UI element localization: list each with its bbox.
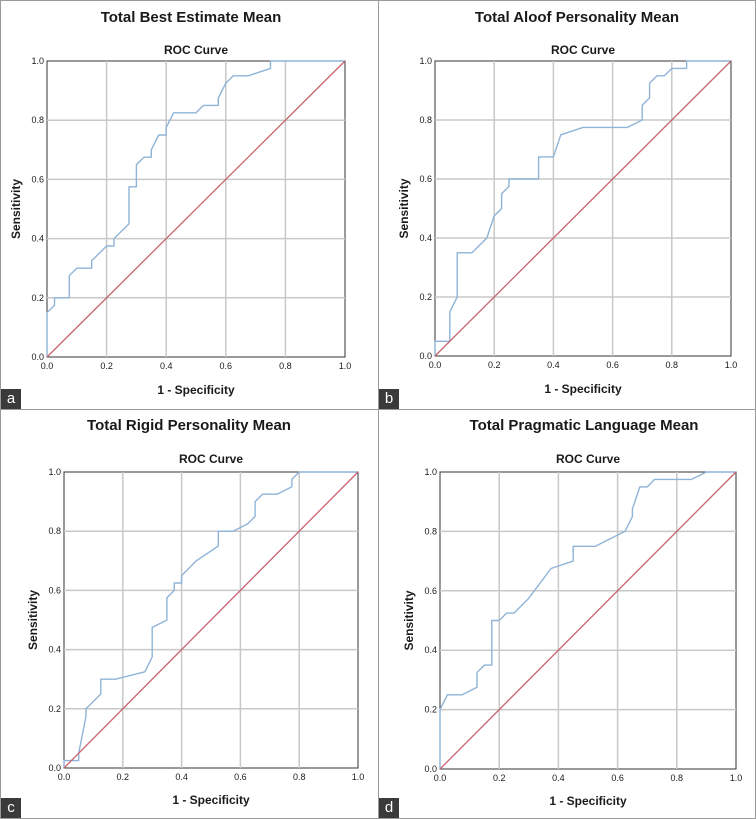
panel-a: Total Best Estimate Mean ROC Curve 0.0 0.2 0… [1, 1, 377, 409]
y-tick-label: 1.0 [31, 56, 44, 66]
panel-b: Total Aloof Personality Mean ROC Curve 0.0… [379, 1, 755, 409]
x-tick-label: 1.0 [730, 773, 743, 783]
x-tick-label: 0.8 [279, 361, 292, 371]
x-tick-label: 0.0 [429, 360, 442, 370]
reference-diagonal-line [46, 60, 346, 358]
x-tick-label: 0.8 [666, 360, 679, 370]
roc-chart-b: Total Aloof Personality Mean ROC Curve 0.0… [397, 9, 738, 396]
x-tick-label: 0.6 [234, 772, 247, 782]
y-axis-label: Sensitivity [402, 590, 416, 650]
y-tick-label: 0.6 [419, 174, 432, 184]
x-tick-label: 0.8 [293, 772, 306, 782]
x-tick-label: 0.8 [671, 773, 684, 783]
y-tick-label: 0.6 [424, 586, 437, 596]
x-tick-label: 0.4 [547, 360, 560, 370]
x-axis-label: 1 - Specificity [544, 382, 622, 396]
y-tick-label: 0.4 [48, 645, 61, 655]
panel-label-a: a [1, 389, 21, 409]
roc-chart-d: Total Pragmatic Language Mean ROC Curve 0.… [402, 417, 743, 808]
y-tick-label: 0.0 [419, 351, 432, 361]
y-tick-label: 0.6 [31, 174, 44, 184]
chart-title: Total Best Estimate Mean [101, 9, 282, 26]
panel-label-d: d [379, 798, 399, 818]
reference-diagonal-line [434, 60, 732, 357]
y-axis-label: Sensitivity [397, 178, 411, 238]
x-axis-label: 1 - Specificity [172, 793, 250, 807]
x-tick-label: 0.6 [220, 361, 233, 371]
y-tick-label: 0.8 [424, 526, 437, 536]
roc-chart-c: Total Rigid Personality Mean ROC Curve 0.0… [26, 417, 365, 807]
y-tick-label: 0.6 [48, 585, 61, 595]
x-tick-label: 0.4 [552, 773, 565, 783]
y-tick-label: 0.8 [48, 526, 61, 536]
panel-c: Total Rigid Personality Mean ROC Curve 0.0… [1, 410, 377, 818]
x-tick-label: 0.2 [488, 360, 501, 370]
y-tick-label: 0.2 [48, 704, 61, 714]
reference-diagonal-line [439, 471, 737, 770]
x-tick-label: 0.6 [606, 360, 619, 370]
x-tick-label: 0.0 [434, 773, 447, 783]
y-tick-label: 0.0 [31, 352, 44, 362]
chart-subtitle: ROC Curve [179, 452, 243, 466]
y-tick-label: 0.0 [424, 764, 437, 774]
chart-subtitle: ROC Curve [551, 43, 615, 57]
y-tick-label: 1.0 [48, 467, 61, 477]
chart-title: Total Rigid Personality Mean [87, 417, 291, 434]
reference-diagonal-line [63, 471, 359, 769]
x-axis-label: 1 - Specificity [549, 794, 627, 808]
roc-curve-line [63, 471, 358, 768]
y-tick-label: 0.0 [48, 763, 61, 773]
roc-curve-line [434, 60, 731, 356]
chart-title: Total Aloof Personality Mean [475, 9, 679, 26]
chart-title: Total Pragmatic Language Mean [470, 417, 699, 434]
panel-divider-horizontal [1, 409, 755, 410]
panel-label-b: b [379, 389, 399, 409]
panel-d: Total Pragmatic Language Mean ROC Curve 0.… [379, 410, 755, 818]
x-tick-label: 0.2 [493, 773, 506, 783]
x-tick-label: 0.0 [41, 361, 54, 371]
x-tick-label: 0.2 [117, 772, 130, 782]
x-tick-label: 0.4 [175, 772, 188, 782]
chart-subtitle: ROC Curve [556, 452, 620, 466]
y-tick-label: 1.0 [424, 467, 437, 477]
y-tick-label: 0.2 [424, 705, 437, 715]
y-tick-label: 0.2 [419, 292, 432, 302]
x-tick-label: 1.0 [352, 772, 365, 782]
y-tick-label: 0.4 [419, 233, 432, 243]
x-tick-label: 0.2 [100, 361, 113, 371]
y-tick-label: 1.0 [419, 56, 432, 66]
x-tick-label: 1.0 [339, 361, 352, 371]
y-axis-label: Sensitivity [9, 179, 23, 239]
y-tick-label: 0.2 [31, 293, 44, 303]
roc-chart-a: Total Best Estimate Mean ROC Curve 0.0 0.2 0… [9, 9, 352, 397]
panel-label-c: c [1, 798, 21, 818]
chart-subtitle: ROC Curve [164, 43, 228, 57]
y-tick-label: 0.8 [31, 115, 44, 125]
x-tick-label: 0.0 [58, 772, 71, 782]
roc-curve-line [439, 471, 736, 769]
x-tick-label: 0.4 [160, 361, 173, 371]
x-tick-label: 0.6 [611, 773, 624, 783]
y-tick-label: 0.4 [424, 645, 437, 655]
y-tick-label: 0.4 [31, 234, 44, 244]
x-tick-label: 1.0 [725, 360, 738, 370]
x-axis-label: 1 - Specificity [157, 383, 235, 397]
y-axis-label: Sensitivity [26, 590, 40, 650]
y-tick-label: 0.8 [419, 115, 432, 125]
roc-curve-line [46, 60, 345, 357]
